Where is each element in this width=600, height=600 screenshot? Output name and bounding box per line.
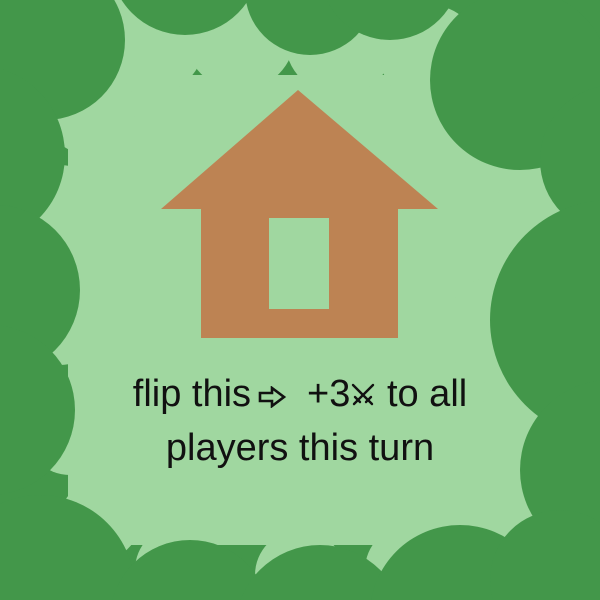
ability-flip-text: flip this xyxy=(132,373,252,415)
crossed-swords-icon xyxy=(352,383,375,406)
house-icon xyxy=(161,90,438,338)
flip-arrow-icon xyxy=(258,386,287,408)
ability-text-line-1: flip this +3 to all xyxy=(0,372,600,416)
ability-target-text: to all xyxy=(386,373,468,415)
house-window xyxy=(269,218,329,309)
ability-bonus-value: +3 xyxy=(307,373,351,415)
ability-text-line-2: players this turn xyxy=(165,427,435,469)
